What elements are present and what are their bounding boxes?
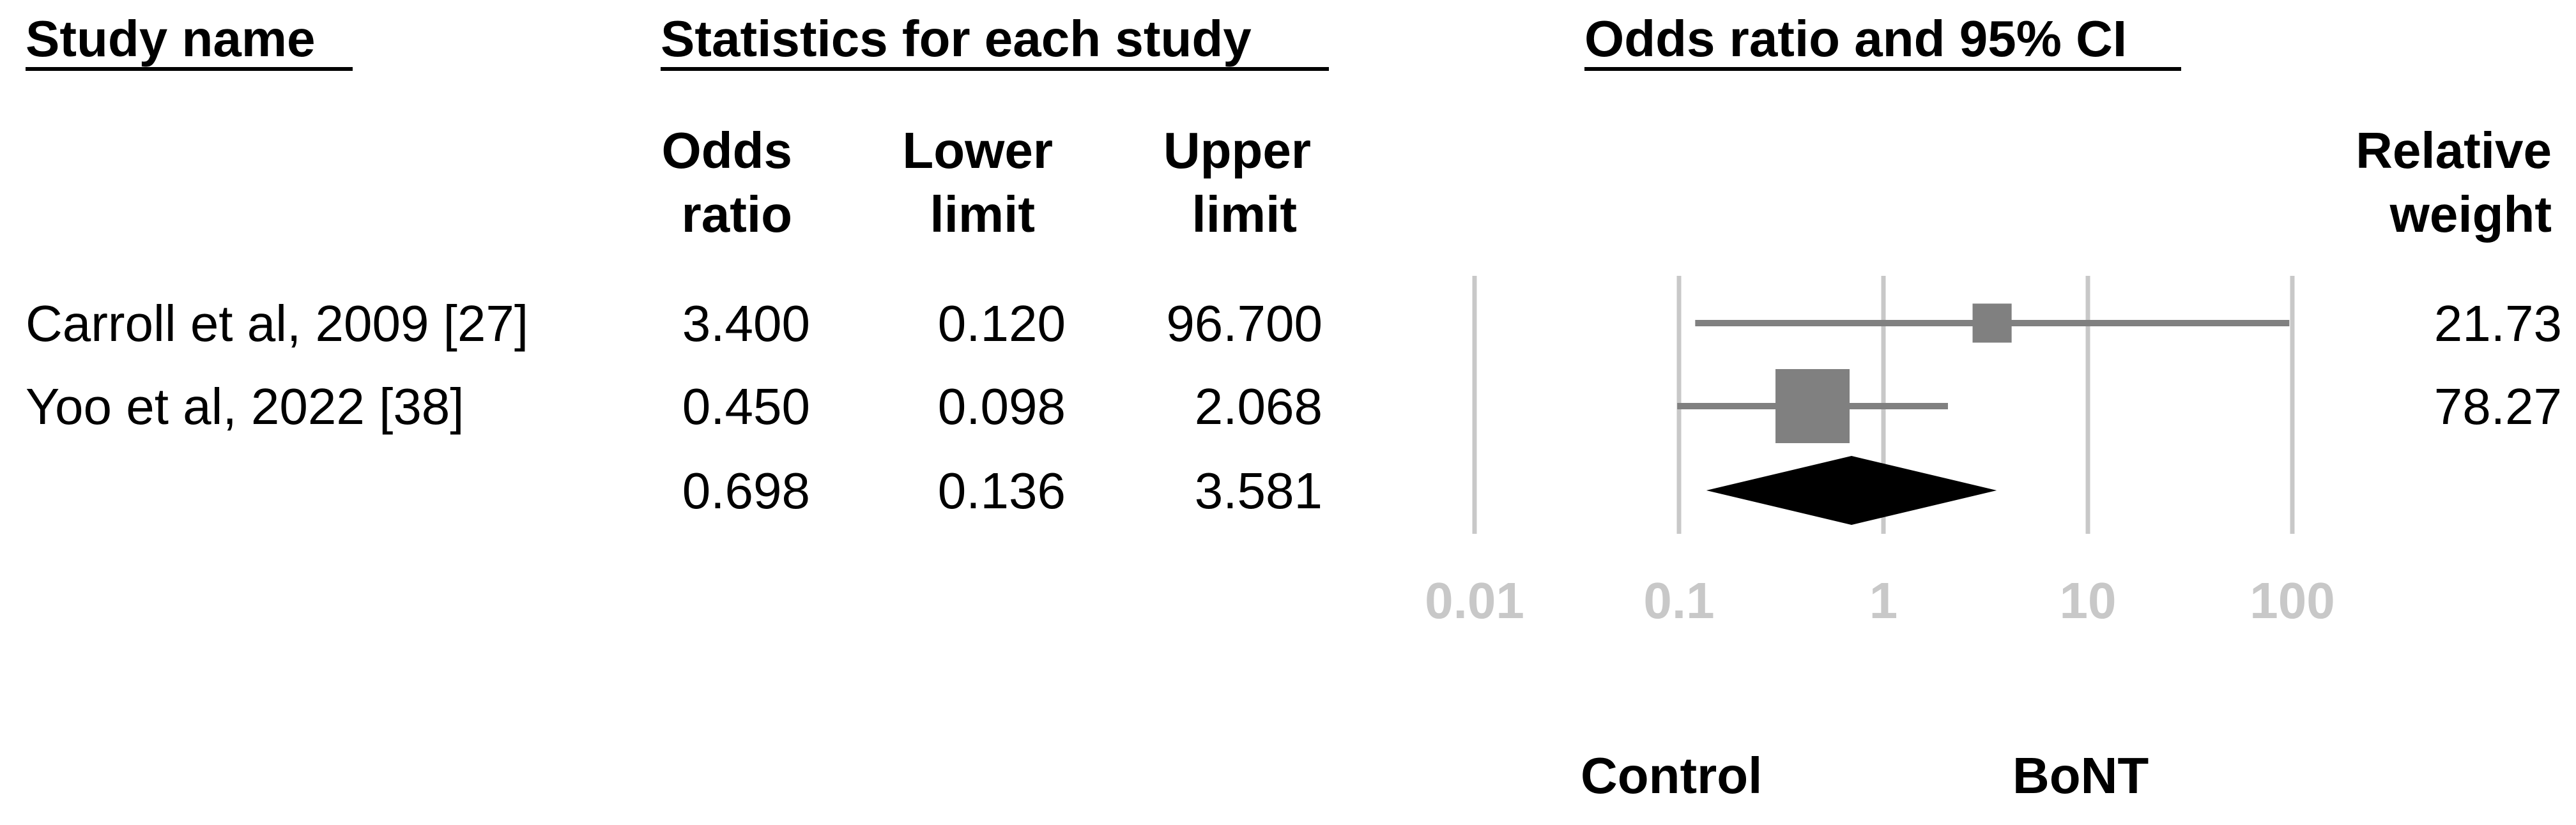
summary-lower-limit: 0.136 <box>938 462 1066 519</box>
study-upper-limit: 96.700 <box>1166 295 1322 352</box>
study-upper-limit: 2.068 <box>1195 378 1322 435</box>
footer-label-control: Control <box>1581 747 1762 804</box>
col-header-upper-limit-line1: Upper <box>1163 122 1311 179</box>
study-point-marker <box>1972 303 2012 343</box>
study-relative-weight: 21.73 <box>2434 295 2562 352</box>
col-header-lower-limit-line1: Lower <box>902 122 1053 179</box>
col-header-upper-limit-line2: limit <box>1192 186 1297 243</box>
study-name: Yoo et al, 2022 [38] <box>26 378 464 435</box>
col-header-lower-limit-line2: limit <box>930 186 1035 243</box>
summary-diamond <box>1706 456 1997 525</box>
tick-label-100: 100 <box>2250 572 2334 629</box>
header-statistics: Statistics for each study <box>661 10 1252 67</box>
study-point-marker <box>1775 369 1850 443</box>
summary-odds-ratio: 0.698 <box>682 462 810 519</box>
study-lower-limit: 0.120 <box>938 295 1066 352</box>
col-header-relative-weight-line1: Relative <box>2356 122 2552 179</box>
tick-label-10: 10 <box>2060 572 2117 629</box>
col-header-odds-ratio-line2: ratio <box>682 186 792 243</box>
tick-label-1: 1 <box>1869 572 1898 629</box>
col-header-relative-weight-line2: weight <box>2389 186 2552 243</box>
header-plot: Odds ratio and 95% CI <box>1584 10 2127 67</box>
study-name: Carroll et al, 2009 [27] <box>26 295 528 352</box>
footer-label-bont: BoNT <box>2012 747 2149 804</box>
col-header-odds-ratio-line1: Odds <box>662 122 792 179</box>
study-lower-limit: 0.098 <box>938 378 1066 435</box>
tick-label-0.1: 0.1 <box>1643 572 1714 629</box>
summary-upper-limit: 3.581 <box>1195 462 1322 519</box>
header-study-name: Study name <box>26 10 315 67</box>
study-odds-ratio: 0.450 <box>682 378 810 435</box>
study-relative-weight: 78.27 <box>2434 378 2562 435</box>
study-odds-ratio: 3.400 <box>682 295 810 352</box>
tick-label-0.01: 0.01 <box>1425 572 1524 629</box>
